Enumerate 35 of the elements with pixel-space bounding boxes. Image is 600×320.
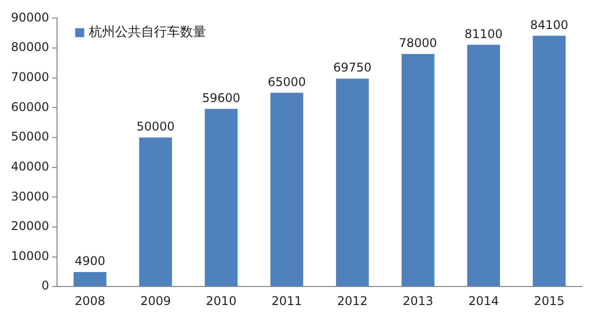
x-tick-label: 2015 bbox=[534, 294, 564, 308]
y-tick-label: 30000 bbox=[10, 189, 50, 204]
y-tick-label: 0 bbox=[42, 278, 50, 293]
bar bbox=[74, 272, 106, 286]
y-tick-label: 20000 bbox=[10, 219, 50, 234]
data-label: 69750 bbox=[333, 60, 372, 75]
bar bbox=[204, 108, 238, 286]
data-label: 59600 bbox=[202, 90, 240, 105]
x-tick-label: 2013 bbox=[402, 294, 434, 308]
y-tick-label: 10000 bbox=[10, 248, 50, 263]
bar bbox=[336, 78, 369, 286]
y-tick-label: 80000 bbox=[10, 40, 50, 54]
y-tick-label: 50000 bbox=[10, 130, 50, 144]
data-label: 65000 bbox=[268, 74, 306, 89]
data-label: 84100 bbox=[530, 18, 568, 32]
y-tick-label: 40000 bbox=[10, 159, 50, 174]
x-tick-label: 2010 bbox=[206, 294, 236, 308]
legend-label: 杭州公共自行车数量 bbox=[88, 25, 206, 40]
x-tick-label: 2014 bbox=[468, 294, 499, 308]
x-tick-label: 2012 bbox=[337, 294, 368, 308]
data-label: 50000 bbox=[136, 120, 175, 134]
bar bbox=[532, 36, 566, 286]
bar bbox=[270, 92, 304, 286]
bar bbox=[139, 137, 172, 286]
data-label: 78000 bbox=[398, 36, 438, 50]
y-tick-label: 90000 bbox=[10, 10, 50, 24]
data-label: 81100 bbox=[464, 26, 503, 41]
y-tick-label: 60000 bbox=[10, 100, 50, 114]
x-tick-label: 2008 bbox=[74, 294, 106, 308]
x-tick-label: 2009 bbox=[140, 294, 171, 308]
x-tick-label: 2011 bbox=[272, 294, 302, 308]
bar bbox=[402, 54, 434, 286]
y-tick-label: 70000 bbox=[10, 70, 50, 84]
bar bbox=[467, 44, 500, 286]
data-label: 4900 bbox=[74, 254, 106, 268]
